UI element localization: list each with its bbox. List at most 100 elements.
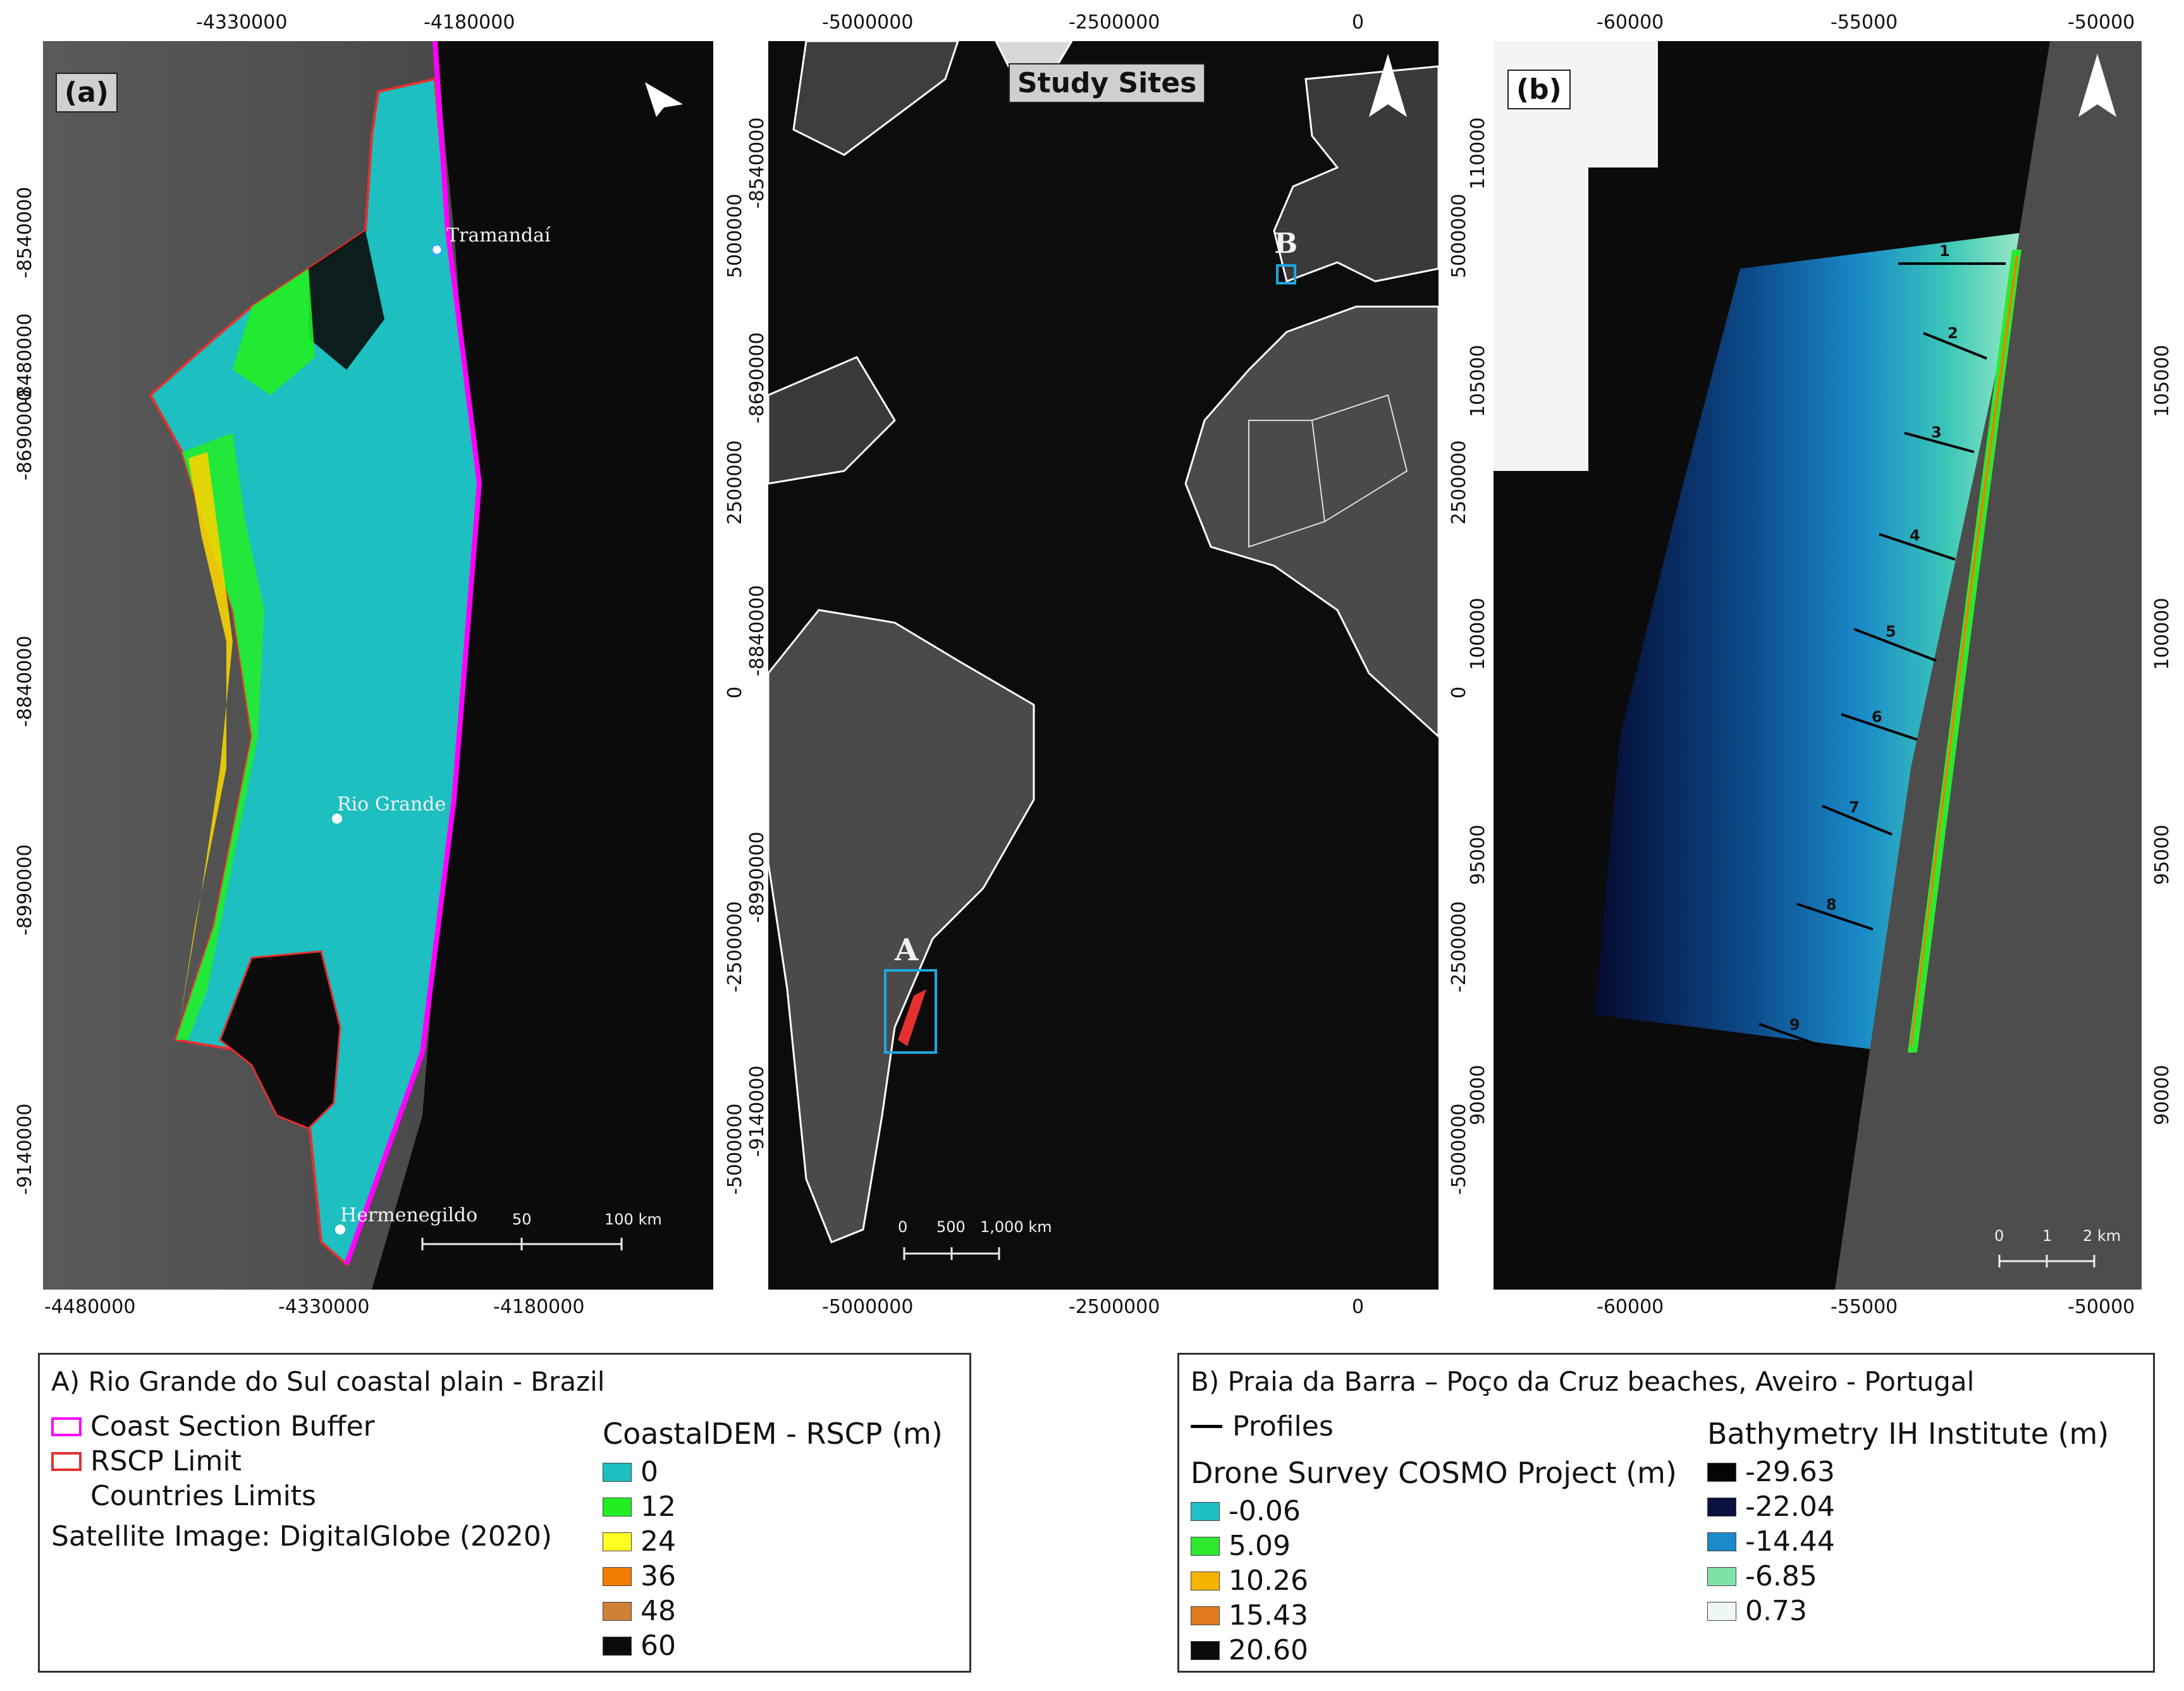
bathy-item-1: -22.04 xyxy=(1707,1491,1835,1523)
tick-mid-top-2: 0 xyxy=(1352,11,1365,34)
scale-label-mid-0: 0 xyxy=(898,1218,908,1236)
bathy-swatch-1 xyxy=(1707,1497,1736,1517)
place-marker-tramandai xyxy=(431,243,443,256)
tick-b-left-3: 95000 xyxy=(1467,824,1489,885)
dem-swatch-0 xyxy=(603,1462,632,1482)
tick-mid-left-0: 5000000 xyxy=(724,193,746,278)
drone-item-1: 5.09 xyxy=(1191,1530,1291,1562)
profile-label-4: 4 xyxy=(1910,527,1920,544)
bathy-swatch-2 xyxy=(1707,1532,1736,1551)
panel-a-map: (a) Tramandaí Rio Grande Hermenegildo 50… xyxy=(43,41,713,1290)
drone-label-2: 10.26 xyxy=(1229,1565,1308,1597)
drone-swatch-0 xyxy=(1191,1501,1220,1521)
countries-limits-label: Countries Limits xyxy=(90,1480,316,1512)
tick-a-top-0: -4330000 xyxy=(196,11,288,34)
tick-mid-left-2: 0 xyxy=(724,686,746,699)
profiles-label: Profiles xyxy=(1232,1410,1334,1443)
tick-mid-right2-0: 5000000 xyxy=(1448,193,1470,278)
legend-item-countries-limits: Countries Limits xyxy=(51,1480,316,1512)
dem-label-0: 0 xyxy=(641,1456,658,1488)
bathy-label-3: -6.85 xyxy=(1745,1560,1817,1592)
tick-b-left-0: 110000 xyxy=(1467,117,1489,190)
place-marker-hermenegildo xyxy=(335,1224,345,1235)
place-label-tramandai: Tramandaí xyxy=(446,224,551,247)
bathy-label-0: -29.63 xyxy=(1745,1456,1835,1488)
tick-mid-bottom-1: -2500000 xyxy=(1069,1296,1160,1318)
tick-a-top-1: -4180000 xyxy=(424,11,515,34)
tick-b-right-0: 105000 xyxy=(2151,345,2173,417)
tick-a-bottom-0: -4480000 xyxy=(44,1296,136,1318)
site-a-box xyxy=(884,969,937,1054)
scale-label-b-0: 0 xyxy=(1994,1227,2004,1245)
profile-label-8: 8 xyxy=(1826,896,1837,913)
africa-land xyxy=(1184,305,1439,738)
tick-b-top-0: -60000 xyxy=(1597,11,1664,34)
rscp-limit-swatch xyxy=(51,1451,82,1471)
nodata-area xyxy=(1494,41,1658,471)
study-sites-title: Study Sites xyxy=(1009,63,1206,103)
lagoon-area xyxy=(219,950,341,1130)
land-area xyxy=(1835,41,2142,1290)
bathymetry-raster xyxy=(1595,231,2037,1049)
dem-label-4: 48 xyxy=(641,1595,676,1627)
tick-b-left-4: 90000 xyxy=(1467,1065,1489,1125)
legend-item-coast-buffer: Coast Section Buffer xyxy=(51,1410,375,1443)
bathy-label-4: 0.73 xyxy=(1745,1595,1807,1627)
panel-a-tag: (a) xyxy=(56,73,118,113)
legend-a: A) Rio Grande do Sul coastal plain - Bra… xyxy=(38,1353,971,1673)
tick-mid-left-3: -2500000 xyxy=(724,901,746,992)
drone-label-1: 5.09 xyxy=(1229,1530,1291,1562)
drone-swatch-1 xyxy=(1191,1536,1220,1556)
tick-mid-right-1: -8690000 xyxy=(746,332,768,424)
drone-title: Drone Survey COSMO Project (m) xyxy=(1191,1456,1677,1490)
south-america-land xyxy=(768,609,1035,1243)
profiles-line-swatch xyxy=(1191,1425,1222,1428)
tick-b-right-1: 100000 xyxy=(2151,597,2173,670)
scale-label-a-100: 100 km xyxy=(604,1211,662,1228)
dem-label-5: 60 xyxy=(641,1630,676,1662)
scale-bar-b xyxy=(1998,1255,2095,1267)
legend-item-profiles: Profiles xyxy=(1191,1410,1334,1443)
drone-item-4: 20.60 xyxy=(1191,1634,1308,1666)
tick-b-top-1: -55000 xyxy=(1831,11,1898,34)
scale-bar-a xyxy=(421,1238,623,1250)
place-marker-rio-grande xyxy=(332,814,342,824)
coast-buffer-swatch xyxy=(51,1417,82,1436)
site-b-label: B xyxy=(1274,228,1298,260)
tick-b-bottom-1: -55000 xyxy=(1831,1296,1898,1318)
dem-swatch-3 xyxy=(603,1566,632,1586)
place-label-hermenegildo: Hermenegildo xyxy=(340,1204,478,1226)
scale-label-mid-1000: 1,000 km xyxy=(980,1218,1052,1236)
dem-title: CoastalDEM - RSCP (m) xyxy=(603,1417,943,1451)
tick-a-bottom-2: -4180000 xyxy=(493,1296,585,1318)
site-b-box xyxy=(1276,264,1296,284)
tick-mid-right-0: -8540000 xyxy=(746,117,768,209)
dem-item-3: 36 xyxy=(603,1560,676,1592)
drone-item-3: 15.43 xyxy=(1191,1599,1308,1632)
profile-label-6: 6 xyxy=(1872,708,1882,726)
countries-limits-swatch xyxy=(51,1486,82,1506)
bathy-item-3: -6.85 xyxy=(1707,1560,1817,1592)
panel-a-graphics xyxy=(43,41,713,1290)
scale-bar-mid xyxy=(903,1247,1000,1260)
tick-a-left-0: -8540000 xyxy=(14,186,36,278)
bathy-swatch-0 xyxy=(1707,1462,1736,1482)
profile-label-7: 7 xyxy=(1849,798,1860,816)
scale-label-mid-500: 500 xyxy=(936,1218,966,1236)
dem-swatch-2 xyxy=(603,1532,632,1551)
dem-swatch-4 xyxy=(603,1601,632,1621)
tick-b-right-2: 95000 xyxy=(2151,824,2173,885)
dem-item-1: 12 xyxy=(603,1491,676,1523)
tick-mid-left-4: -5000000 xyxy=(724,1103,746,1195)
panel-b-graphics xyxy=(1494,41,2142,1290)
dem-label-1: 12 xyxy=(641,1491,676,1523)
scale-label-b-2: 2 km xyxy=(2083,1227,2121,1245)
dem-label-3: 36 xyxy=(641,1560,676,1592)
panel-b-tag: (b) xyxy=(1507,70,1571,109)
drone-swatch-4 xyxy=(1191,1640,1220,1660)
profile-label-9: 9 xyxy=(1789,1016,1800,1034)
bathy-swatch-3 xyxy=(1707,1566,1736,1586)
ocean-area xyxy=(372,41,713,1290)
drone-item-2: 10.26 xyxy=(1191,1565,1308,1597)
tick-a-left-4: -9140000 xyxy=(14,1103,36,1195)
